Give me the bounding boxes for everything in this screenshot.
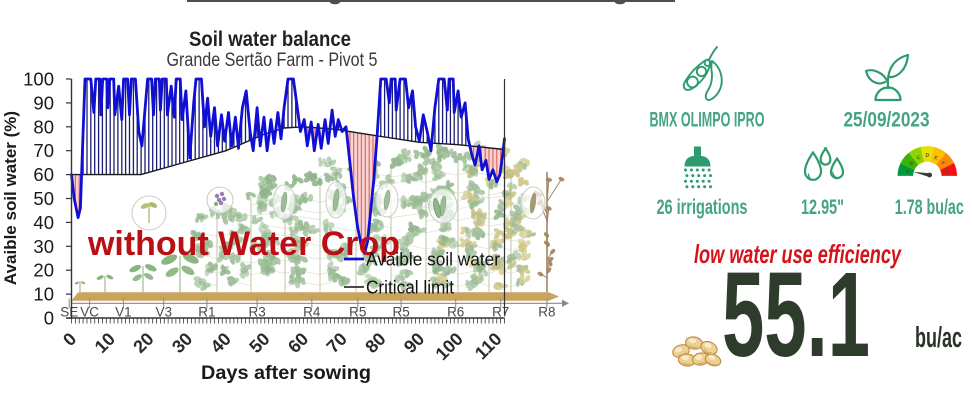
svg-text:40: 40 bbox=[33, 212, 54, 233]
svg-text:SE: SE bbox=[60, 305, 78, 320]
svg-text:10: 10 bbox=[33, 284, 54, 305]
svg-text:80: 80 bbox=[33, 116, 54, 137]
svg-text:R3: R3 bbox=[248, 305, 265, 320]
svg-text:R5: R5 bbox=[392, 305, 409, 320]
svg-text:26 irrigations: 26 irrigations bbox=[657, 196, 748, 219]
svg-text:low water use efficiency: low water use efficiency bbox=[694, 239, 902, 269]
svg-text:bu/ac: bu/ac bbox=[915, 322, 962, 354]
svg-text:R5: R5 bbox=[349, 305, 366, 320]
svg-text:25/09/2023: 25/09/2023 bbox=[844, 109, 930, 132]
svg-text:30: 30 bbox=[33, 236, 54, 257]
svg-text:Soil water balance: Soil water balance bbox=[189, 27, 351, 51]
svg-text:Avaible soil water (%): Avaible soil water (%) bbox=[1, 111, 20, 285]
svg-text:20: 20 bbox=[33, 260, 54, 281]
svg-text:R4: R4 bbox=[303, 305, 321, 320]
svg-text:F: F bbox=[939, 160, 946, 166]
svg-text:100: 100 bbox=[23, 69, 54, 90]
svg-text:Days after sowing: Days after sowing bbox=[201, 363, 371, 384]
svg-text:70: 70 bbox=[33, 140, 54, 161]
svg-text:without Water Crop: without Water Crop bbox=[87, 225, 400, 263]
svg-text:C: C bbox=[916, 155, 922, 162]
svg-text:D: D bbox=[925, 153, 929, 159]
svg-text:R8: R8 bbox=[538, 305, 555, 320]
svg-text:V1: V1 bbox=[115, 305, 132, 320]
svg-text:12.95": 12.95" bbox=[801, 196, 844, 219]
svg-text:60: 60 bbox=[33, 164, 54, 185]
svg-text:B: B bbox=[908, 160, 915, 167]
svg-text:G: G bbox=[943, 169, 950, 174]
svg-text:R6: R6 bbox=[447, 305, 464, 320]
svg-text:VC: VC bbox=[80, 305, 99, 320]
svg-text:1.78 bu/ac: 1.78 bu/ac bbox=[895, 196, 964, 219]
svg-text:R7: R7 bbox=[492, 305, 509, 320]
svg-text:55.1: 55.1 bbox=[722, 246, 870, 382]
svg-text:BMX OLIMPO IPRO: BMX OLIMPO IPRO bbox=[650, 109, 765, 132]
svg-text:0: 0 bbox=[44, 308, 54, 329]
svg-text:E: E bbox=[933, 155, 939, 162]
svg-text:Grande Sertão Farm - Pivot 5: Grande Sertão Farm - Pivot 5 bbox=[167, 50, 378, 71]
svg-text:A: A bbox=[905, 169, 912, 174]
svg-text:50: 50 bbox=[33, 188, 54, 209]
svg-text:V3: V3 bbox=[155, 305, 172, 320]
svg-text:Avaible soil water: Avaible soil water bbox=[366, 249, 500, 270]
svg-text:R1: R1 bbox=[198, 305, 215, 320]
svg-text:Critical limit: Critical limit bbox=[366, 277, 454, 298]
svg-text:90: 90 bbox=[33, 92, 54, 113]
